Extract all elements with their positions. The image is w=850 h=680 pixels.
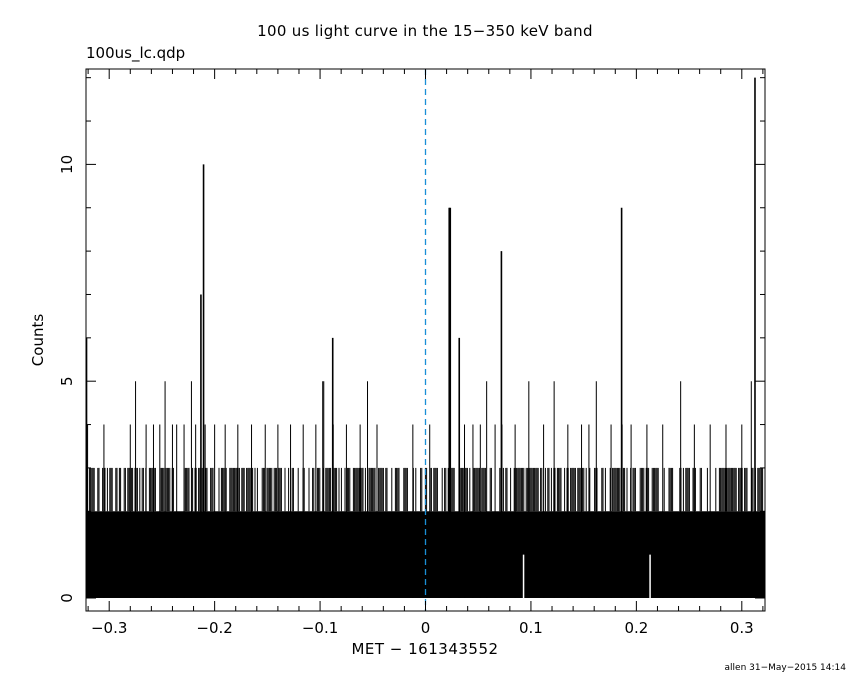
x-tick-label: −0.1	[302, 619, 338, 637]
y-axis-label: Counts	[29, 313, 47, 367]
zero-count-gaps	[522, 554, 651, 598]
y-axis-ticks: 0 5 10	[58, 77, 765, 603]
x-axis-ticks: −0.3 −0.2 −0.1 0 0.1 0.2 0.3	[87, 69, 764, 637]
x-tick-label: 0.3	[730, 619, 754, 637]
chart-title: 100 us light curve in the 15−350 keV ban…	[257, 22, 593, 40]
x-axis-label: MET − 161343552	[351, 640, 499, 658]
x-tick-label: −0.2	[196, 619, 232, 637]
y-tick-label: 10	[58, 155, 76, 174]
x-tick-label: 0.1	[519, 619, 543, 637]
author-date-stamp: allen 31−May−2015 14:14	[724, 663, 846, 673]
count-bars	[86, 467, 764, 512]
file-label: 100us_lc.qdp	[86, 44, 186, 62]
y-tick-label: 0	[58, 593, 76, 603]
x-tick-label: 0	[421, 619, 431, 637]
x-tick-label: 0.2	[624, 619, 648, 637]
x-tick-label: −0.3	[91, 619, 127, 637]
y-tick-label: 5	[58, 376, 76, 386]
count-spikes	[85, 77, 756, 598]
